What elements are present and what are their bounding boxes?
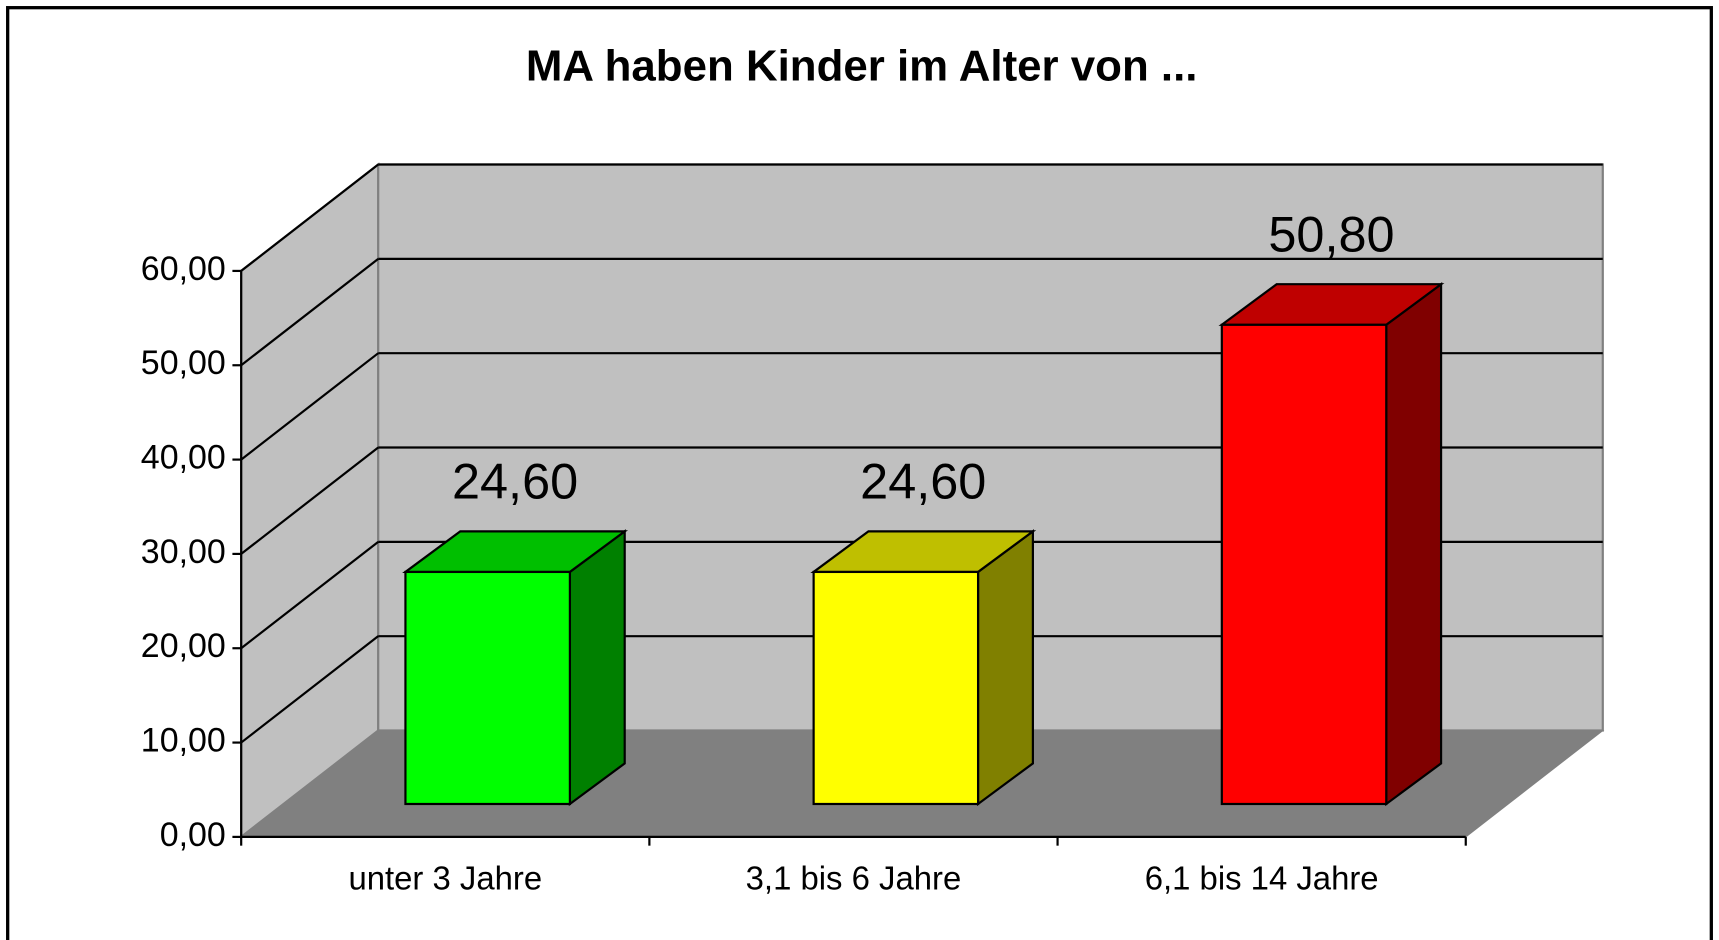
x-tick-label: unter 3 Jahre bbox=[348, 859, 542, 896]
grid-line bbox=[240, 352, 379, 461]
y-tick-label: 50,00 bbox=[141, 344, 226, 382]
grid-line bbox=[240, 163, 379, 272]
y-tick-label: 30,00 bbox=[141, 533, 226, 571]
bar bbox=[1220, 323, 1388, 806]
bar-side bbox=[568, 529, 626, 807]
chart-title: MA haben Kinder im Alter von ... bbox=[526, 42, 1198, 91]
y-tick-label: 20,00 bbox=[141, 627, 226, 665]
grid-line bbox=[240, 540, 379, 650]
grid-line bbox=[240, 257, 379, 367]
bar bbox=[404, 570, 571, 806]
value-label: 50,80 bbox=[1268, 205, 1394, 262]
x-tick-label: 6,1 bis 14 Jahre bbox=[1145, 859, 1379, 896]
y-tick-label: 40,00 bbox=[141, 439, 226, 477]
value-label: 24,60 bbox=[452, 453, 578, 510]
x-tick-label: 3,1 bis 6 Jahre bbox=[746, 859, 962, 896]
y-tick-label: 0,00 bbox=[160, 816, 226, 854]
grid-line bbox=[240, 635, 379, 744]
value-label: 24,60 bbox=[860, 453, 986, 510]
bar-side bbox=[976, 529, 1034, 807]
bar-side bbox=[1385, 282, 1443, 807]
y-tick-label: 10,00 bbox=[141, 722, 226, 760]
y-tick-label: 60,00 bbox=[141, 250, 226, 288]
grid-line bbox=[240, 446, 379, 555]
bar bbox=[812, 570, 980, 806]
